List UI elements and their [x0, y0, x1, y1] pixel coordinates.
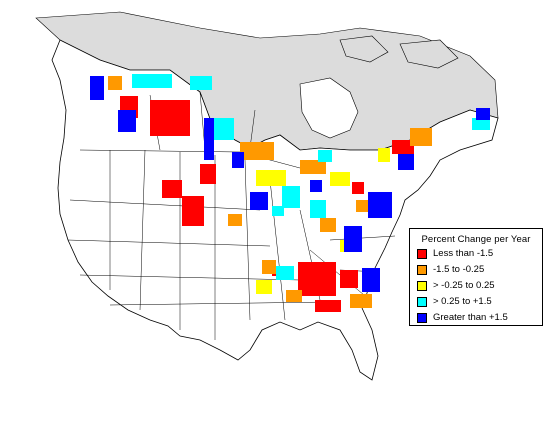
- legend-swatch-red: [417, 249, 427, 259]
- arctic-island: [339, 35, 389, 63]
- legend-label: Less than -1.5: [433, 248, 494, 259]
- legend-item-0-25-to-1-5: > 0.25 to +1.5: [410, 293, 542, 309]
- legend-label: > -0.25 to 0.25: [433, 280, 495, 291]
- legend-title: Percent Change per Year: [421, 234, 531, 245]
- regions-blue: [90, 76, 490, 292]
- legend-item-less-than-minus-1-5: Less than -1.5: [410, 245, 542, 261]
- legend-swatch-yellow: [417, 281, 427, 291]
- regions-cyan: [132, 74, 490, 280]
- regions-orange: [108, 76, 432, 308]
- legend-swatch-blue: [417, 313, 427, 323]
- legend-item-greater-than-1-5: Greater than +1.5: [410, 309, 542, 325]
- regions-yellow: [256, 148, 390, 294]
- legend-label: > 0.25 to +1.5: [433, 296, 492, 307]
- regions-red: [120, 96, 414, 312]
- legend-swatch-orange: [417, 265, 427, 275]
- hudson-bay: [299, 77, 359, 139]
- legend-box: Percent Change per Year Less than -1.5 -…: [409, 228, 543, 326]
- arctic-island: [399, 39, 459, 69]
- legend-label: Greater than +1.5: [433, 312, 508, 323]
- legend-label: -1.5 to -0.25: [433, 264, 485, 275]
- legend-item-minus-0-25-to-0-25: > -0.25 to 0.25: [410, 277, 542, 293]
- legend-item-minus-1-5-to-minus-0-25: -1.5 to -0.25: [410, 261, 542, 277]
- legend-swatch-cyan: [417, 297, 427, 307]
